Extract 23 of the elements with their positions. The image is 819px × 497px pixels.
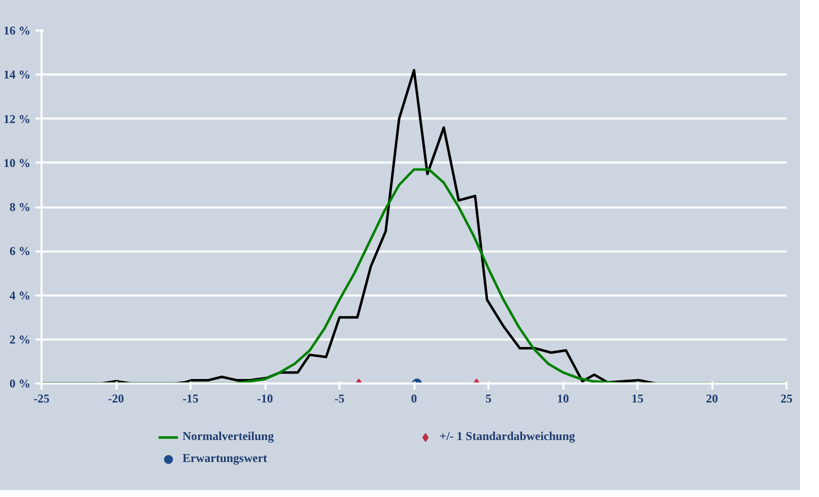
legend-label: Normalverteilung (182, 429, 275, 444)
y-tick-label: 14 % (4, 68, 30, 82)
x-tick-label: 0 (411, 392, 417, 406)
x-tick-label: -5 (334, 392, 344, 406)
y-tick-label: 16 % (4, 24, 30, 38)
y-tick-label: 6 % (10, 244, 30, 258)
y-tick-label: 12 % (4, 112, 30, 126)
y-tick-label: 0 % (10, 376, 30, 390)
x-tick-label: 10 (557, 392, 569, 406)
y-tick-label: 10 % (4, 156, 30, 170)
legend-label: +/- 1 Standardabweichung (440, 429, 576, 444)
x-tick-label: -15 (182, 392, 198, 406)
x-tick-label: 5 (486, 392, 492, 406)
x-tick-label: 20 (706, 392, 718, 406)
x-tick-label: -20 (108, 392, 124, 406)
y-tick-label: 2 % (10, 332, 30, 346)
x-tick-label: 15 (632, 392, 644, 406)
y-tick-label: 8 % (10, 200, 30, 214)
y-tick-label: 4 % (10, 288, 30, 302)
x-tick-label: 25 (780, 392, 792, 406)
x-tick-label: -10 (257, 392, 273, 406)
legend-label: Erwartungswert (182, 451, 268, 466)
x-tick-label: -25 (34, 392, 50, 406)
